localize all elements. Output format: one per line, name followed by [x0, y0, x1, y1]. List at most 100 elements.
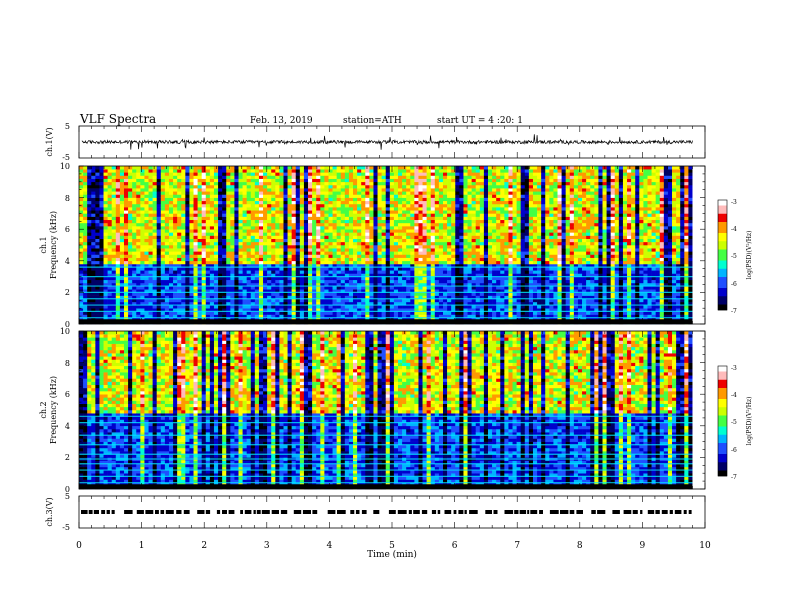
station-label: station=ATH	[343, 116, 402, 126]
spectrogram-cell	[373, 260, 378, 265]
spectrogram-cell	[320, 169, 325, 173]
spectrogram-cell	[344, 166, 350, 170]
spectrogram-cell	[467, 232, 472, 236]
spectrogram-cell	[148, 260, 153, 265]
spectrogram-cell	[144, 184, 149, 189]
spectrogram-cell	[91, 181, 96, 186]
spectrogram-cell	[438, 238, 444, 243]
spectrogram-cell	[467, 210, 472, 214]
spectrogram-cell	[197, 191, 202, 195]
spectrogram-cell	[389, 279, 395, 284]
spectrogram-cell	[201, 241, 207, 246]
spectrogram-cell	[275, 178, 280, 183]
spectrogram-cell	[197, 232, 202, 236]
spectrogram-cell	[164, 273, 170, 277]
spectrogram-cell	[434, 311, 440, 315]
spectrogram-cell	[152, 172, 158, 176]
spectrogram-cell	[344, 314, 350, 318]
spectrogram-cell	[316, 175, 321, 179]
spectrogram-cell	[107, 301, 113, 306]
spectrogram-cell	[422, 203, 427, 208]
spectrogram-cell	[373, 301, 378, 306]
spectrogram-cell	[365, 235, 370, 239]
spectrogram-cell	[279, 188, 284, 192]
spectrogram-cell	[254, 276, 260, 281]
spectrogram-cell	[111, 245, 117, 249]
spectrogram-cell	[173, 292, 178, 296]
spectrogram-cell	[222, 172, 227, 176]
spectrogram-cell	[189, 222, 194, 227]
spectrogram-cell	[414, 213, 419, 217]
spectrogram-cell	[164, 213, 170, 217]
spectrogram-cell	[471, 267, 477, 271]
spectrogram-cell	[164, 308, 170, 312]
spectrogram-cell	[361, 194, 366, 198]
spectrogram-cell	[258, 248, 264, 252]
spectrogram-cell	[222, 248, 227, 252]
spectrogram-cell	[173, 207, 178, 211]
spectrogram-cell	[111, 213, 117, 217]
spectrogram-cell	[430, 238, 436, 243]
spectrogram-cell	[287, 229, 292, 233]
spectrogram-cell	[201, 308, 207, 312]
spectrogram-cell	[434, 175, 440, 179]
spectrogram-cell	[238, 251, 243, 255]
spectrogram-cell	[234, 235, 239, 239]
spectrogram-cell	[377, 292, 382, 296]
spectrogram-cell	[107, 241, 113, 246]
spectrogram-cell	[132, 308, 137, 312]
spectrogram-cell	[213, 235, 219, 239]
spectrogram-cell	[205, 175, 211, 179]
spectrogram-cell	[324, 203, 329, 208]
spectrogram-cell	[177, 207, 182, 211]
spectrogram-cell	[193, 191, 198, 195]
spectrogram-cell	[230, 197, 235, 202]
spectrogram-cell	[443, 282, 448, 287]
spectrogram-cell	[463, 270, 468, 274]
spectrogram-cell	[258, 213, 264, 217]
spectrogram-cell	[357, 260, 362, 265]
spectrogram-cell	[430, 311, 436, 315]
spectrogram-cell	[234, 295, 239, 300]
spectrogram-cell	[205, 279, 211, 284]
spectrogram-cell	[246, 279, 252, 284]
spectrogram-cell	[197, 279, 202, 284]
spectrogram-cell	[91, 282, 96, 287]
spectrogram-cell	[271, 238, 276, 243]
spectrogram-cell	[381, 166, 387, 170]
spectrogram-cell	[218, 292, 223, 296]
spectrogram-cell	[279, 232, 284, 236]
spectrogram-cell	[103, 222, 108, 227]
spectrogram-cell	[140, 245, 145, 249]
spectrogram-cell	[95, 282, 100, 287]
spectrogram-cell	[398, 260, 403, 265]
spectrogram-cell	[197, 226, 202, 230]
spectrogram-cell	[365, 270, 370, 274]
spectrogram-cell	[95, 184, 100, 189]
spectrogram-cell	[79, 226, 84, 230]
spectrogram-cell	[467, 311, 472, 315]
spectrogram-cell	[287, 282, 292, 287]
spectrogram-cell	[267, 197, 272, 202]
spectrogram-cell	[250, 260, 256, 265]
spectrogram-cell	[119, 273, 125, 277]
spectrogram-cell	[123, 166, 129, 170]
spectrogram-cell	[271, 235, 276, 239]
spectrogram-cell	[254, 308, 260, 312]
spectrogram-cell	[336, 260, 342, 265]
spectrogram-cell	[136, 238, 141, 243]
spectrogram-cell	[418, 172, 423, 176]
spectrogram-cell	[369, 267, 374, 271]
spectrogram-cell	[218, 251, 223, 255]
spectrogram-cell	[209, 229, 215, 233]
spectrogram-cell	[201, 188, 207, 192]
spectrogram-cell	[156, 279, 162, 284]
spectrogram-cell	[205, 188, 211, 192]
spectrogram-cell	[271, 166, 276, 170]
spectrogram-cell	[128, 200, 133, 205]
spectrogram-cell	[295, 184, 301, 189]
spectrogram-cell	[148, 298, 153, 303]
spectrogram-cell	[246, 286, 252, 290]
spectrogram-cell	[254, 254, 260, 258]
spectrogram-cell	[357, 305, 362, 309]
